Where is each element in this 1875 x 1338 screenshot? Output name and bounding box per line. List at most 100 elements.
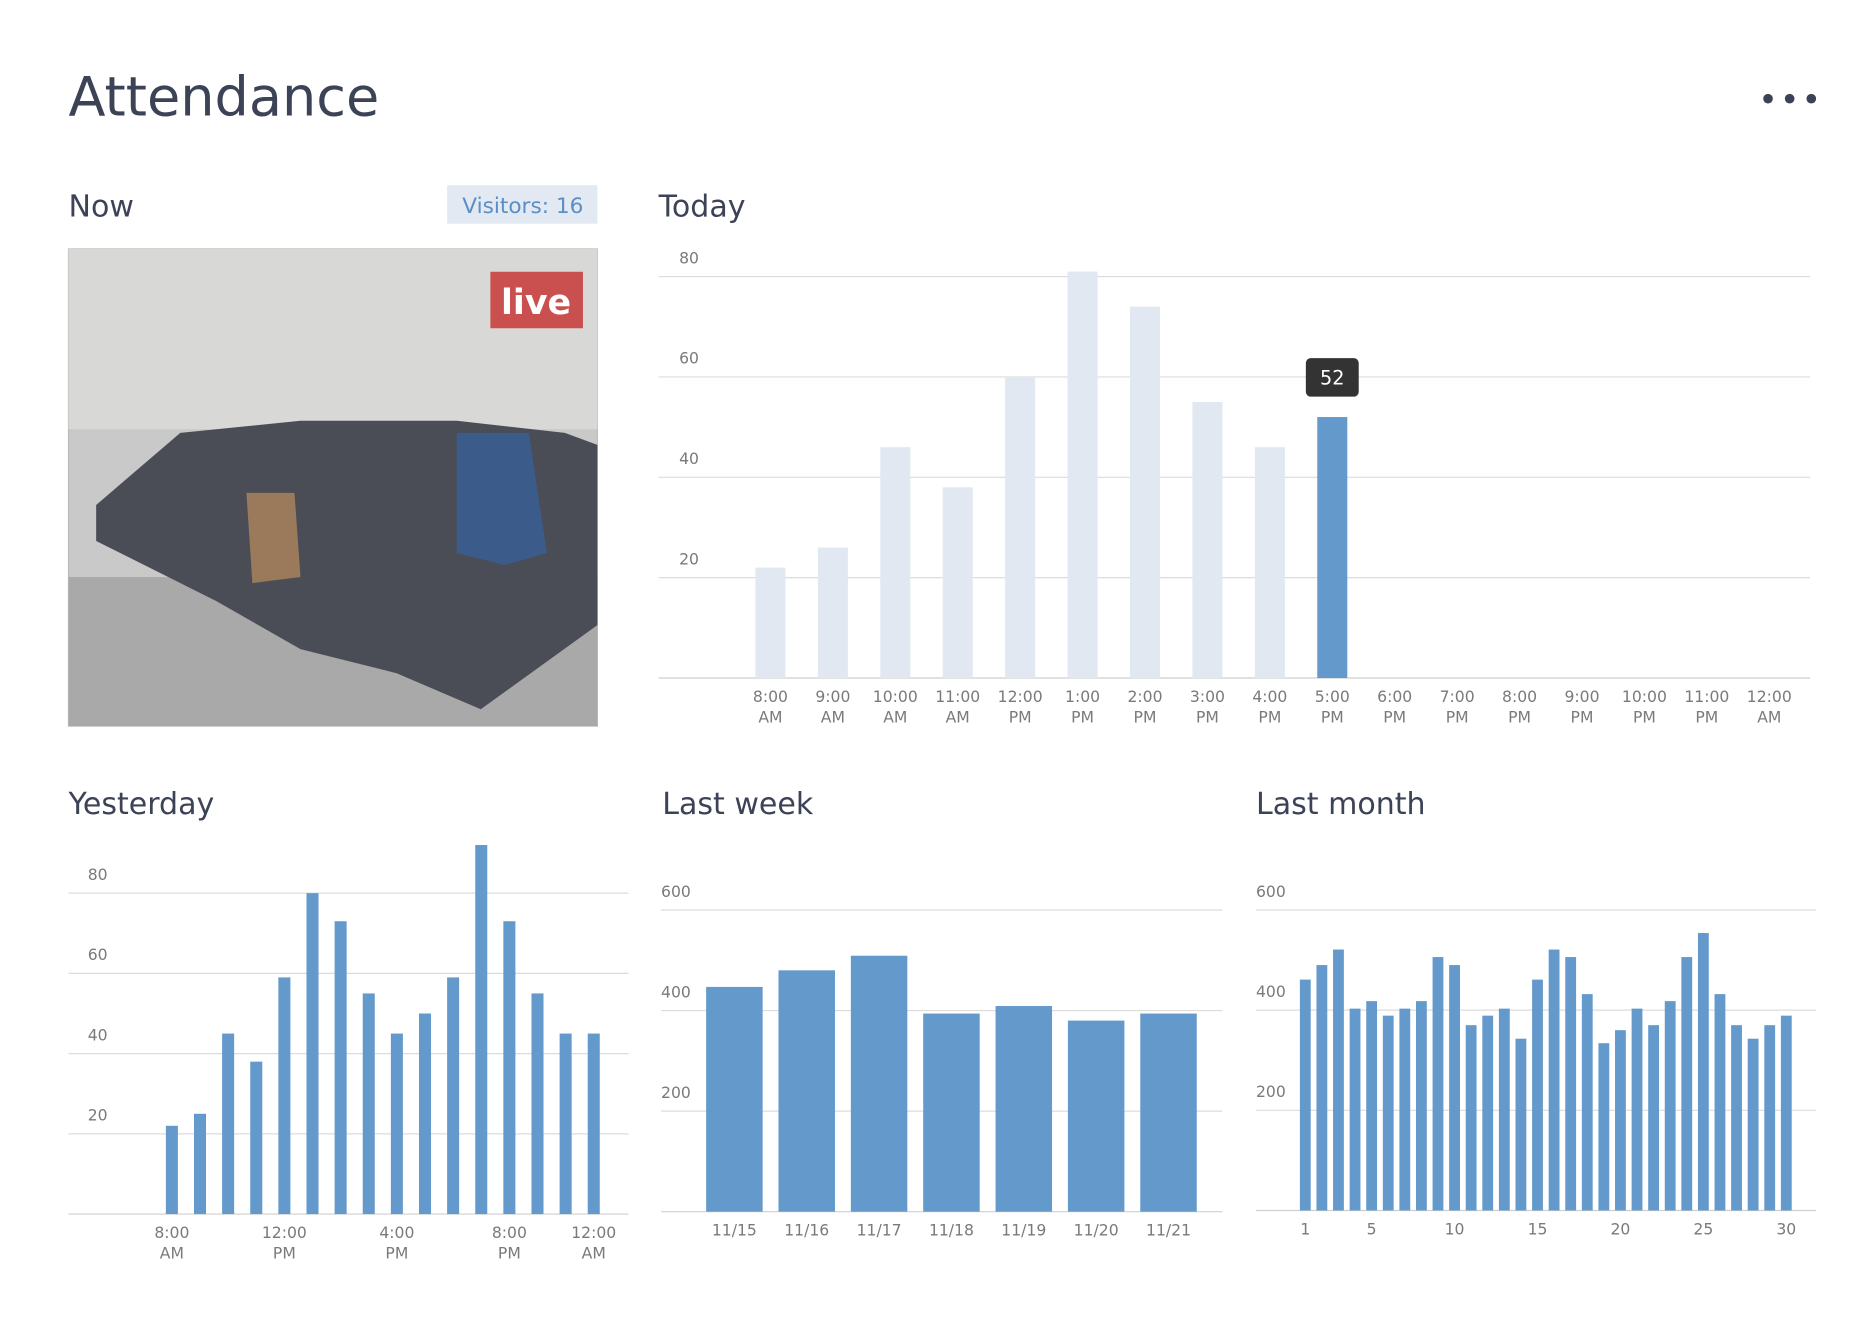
bar — [362, 993, 375, 1215]
chart: Today 20 40 60 80 8:00 AM 9:00 AM 10:00 AM 11:00 AM 1… — [658, 189, 1811, 726]
x-tick-label: 11/17 — [857, 1222, 902, 1240]
bar — [390, 1033, 403, 1215]
x-tick-label: 11:00 PM — [1684, 688, 1729, 726]
bar — [817, 547, 848, 679]
bar — [1764, 1025, 1776, 1211]
dot — [1784, 93, 1795, 104]
x-tick-label: 4:00 PM — [379, 1224, 414, 1262]
badge-text: Visitors: 16 — [462, 194, 583, 219]
bar — [1382, 1015, 1394, 1211]
x-tick-label: 11/20 — [1074, 1222, 1119, 1240]
bar — [1482, 1015, 1494, 1211]
bar — [1140, 1013, 1197, 1212]
bar — [1366, 1001, 1378, 1211]
bar — [1515, 1038, 1527, 1211]
bar — [334, 921, 347, 1215]
bar — [1598, 1043, 1610, 1211]
bar — [1432, 957, 1444, 1211]
bar — [1565, 957, 1577, 1211]
live-text: live — [501, 283, 571, 323]
y-tick-label: 40 — [88, 1026, 108, 1044]
x-tick-label: 7:00 PM — [1440, 688, 1475, 726]
bar — [1648, 1025, 1660, 1211]
chart-title: Yesterday — [68, 787, 215, 822]
live-badge — [490, 271, 583, 329]
bar — [1747, 1038, 1759, 1211]
figure — [246, 492, 301, 584]
x-tick-label: 15 — [1528, 1221, 1548, 1239]
tooltip-text: 52 — [1320, 367, 1344, 390]
bar — [1067, 1020, 1125, 1212]
x-tick-label: 5 — [1367, 1221, 1377, 1239]
x-tick-label: 11:00 AM — [935, 688, 980, 726]
bar — [1465, 1025, 1477, 1211]
x-tick-label: 10:00 PM — [1622, 688, 1667, 726]
dot — [1763, 93, 1773, 104]
bar — [1349, 1008, 1361, 1211]
y-tick-label: 600 — [661, 883, 691, 901]
chart: Last week 200 400 600 11/15 11/16 11/17 11/18 11… — [661, 787, 1223, 1240]
section-title: Now — [69, 189, 134, 224]
bar — [706, 986, 763, 1212]
bar — [1005, 376, 1036, 679]
chart: Yesterday 20 40 60 80 8:00 AM 12:00 PM 4:00 PM 8:00… — [68, 787, 629, 1263]
y-tick-label: 60 — [679, 350, 699, 368]
y-tick-label: 40 — [679, 450, 699, 468]
x-tick-label: 8:00 PM — [492, 1224, 527, 1262]
chart-title: Last week — [662, 787, 814, 822]
bar — [306, 893, 319, 1215]
x-tick-label: 8:00 AM — [154, 1224, 189, 1262]
x-tick-label: 12:00 PM — [998, 688, 1043, 726]
more-menu[interactable] — [1763, 93, 1817, 104]
x-tick-label: 11/21 — [1146, 1222, 1191, 1240]
bar — [503, 921, 516, 1215]
bar — [1129, 306, 1161, 679]
bar — [942, 487, 973, 679]
x-tick-label: 1 — [1300, 1221, 1310, 1239]
chart-title: Today — [658, 189, 746, 224]
bar — [850, 955, 908, 1212]
figure — [456, 432, 547, 566]
x-tick-label: 20 — [1610, 1221, 1630, 1239]
x-tick-label: 30 — [1776, 1221, 1796, 1239]
x-tick-label: 9:00 PM — [1564, 688, 1599, 726]
x-tick-label: 12:00 AM — [571, 1224, 616, 1262]
bar — [1615, 1030, 1626, 1211]
y-tick-label: 200 — [1256, 1083, 1286, 1101]
bar — [1316, 965, 1328, 1211]
bar — [1780, 1015, 1792, 1211]
x-tick-label: 1:00 PM — [1065, 688, 1100, 726]
bar — [1697, 933, 1709, 1211]
bar — [1532, 979, 1543, 1211]
tooltip — [1305, 358, 1359, 397]
bar — [1399, 1008, 1411, 1211]
bar — [1664, 1001, 1676, 1211]
live-photo: live — [67, 248, 598, 727]
bar — [755, 567, 786, 679]
x-tick-label: 11/15 — [712, 1222, 757, 1240]
bar — [995, 1006, 1053, 1212]
y-tick-label: 200 — [661, 1084, 691, 1102]
bar — [1449, 965, 1460, 1211]
x-tick-label: 12:00 AM — [1747, 688, 1792, 726]
x-tick-label: 9:00 AM — [815, 688, 850, 726]
bar — [1333, 949, 1344, 1211]
x-tick-label: 4:00 PM — [1252, 688, 1287, 726]
bar — [923, 1013, 980, 1212]
y-tick-label: 60 — [88, 946, 108, 964]
x-tick-label: 11/16 — [784, 1222, 829, 1240]
bar — [475, 845, 488, 1215]
x-tick-label: 5:00 PM — [1315, 688, 1350, 726]
x-tick-label: 11/18 — [929, 1222, 974, 1240]
bar — [1731, 1025, 1742, 1211]
bar — [222, 1033, 235, 1215]
bar — [1681, 957, 1693, 1211]
bar — [1498, 1008, 1510, 1211]
bar — [1254, 447, 1285, 679]
bar — [880, 447, 911, 679]
y-tick-label: 400 — [1256, 983, 1286, 1001]
bar — [193, 1113, 207, 1215]
bar — [559, 1033, 572, 1215]
y-tick-label: 600 — [1256, 883, 1286, 901]
